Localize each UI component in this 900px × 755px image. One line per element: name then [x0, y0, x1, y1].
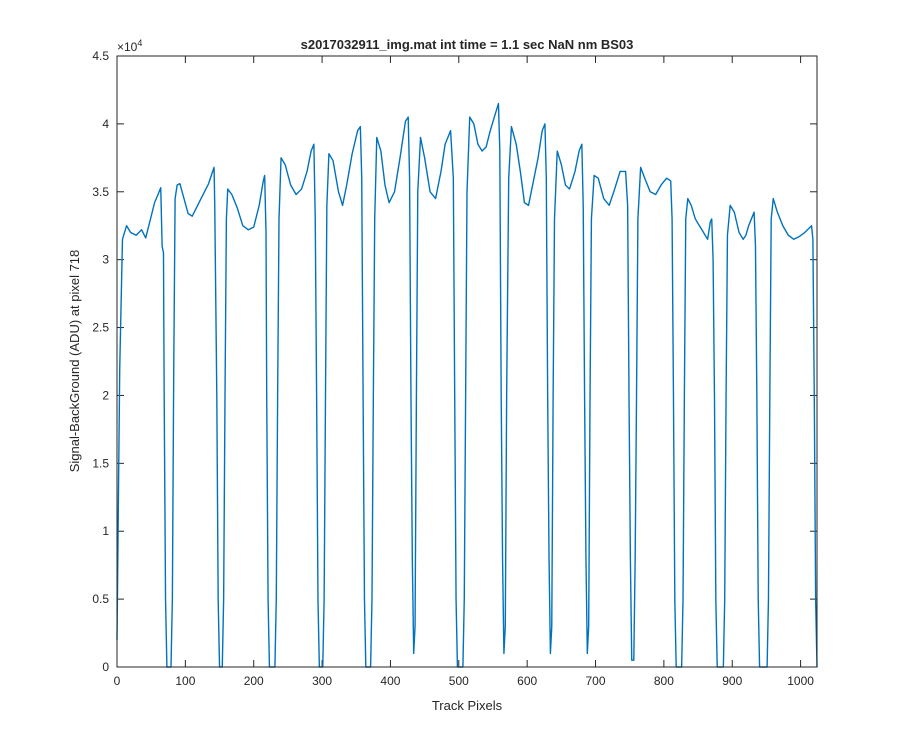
y-tick-label: 2 [102, 388, 109, 402]
y-exponent-base: ×10 [117, 40, 138, 54]
x-tick-label: 500 [449, 674, 469, 688]
x-tick-label: 1000 [787, 674, 814, 688]
x-tick-label: 0 [114, 674, 121, 688]
chart-title: s2017032911_img.mat int time = 1.1 sec N… [301, 37, 634, 52]
x-tick-label: 100 [175, 674, 195, 688]
axis-tick-labels: 0 100 200 300 400 500 600 700 800 900 1000 0 0.5 1 1.5… [92, 49, 814, 688]
x-axis-label: Track Pixels [432, 698, 503, 713]
y-exponent-power: 4 [137, 38, 142, 48]
axes-box [116, 55, 818, 668]
y-tick-label: 2.5 [92, 321, 109, 335]
x-tick-label: 800 [654, 674, 674, 688]
y-tick-label: 3 [102, 253, 109, 267]
series-group [116, 102, 818, 668]
y-exponent-label: ×104 [117, 38, 142, 54]
x-tick-label: 900 [722, 674, 742, 688]
x-tick-label: 400 [380, 674, 400, 688]
y-tick-label: 0 [102, 660, 109, 674]
y-tick-label: 1.5 [92, 456, 109, 470]
x-tick-label: 200 [244, 674, 264, 688]
x-tick-label: 600 [517, 674, 537, 688]
y-tick-label: 0.5 [92, 592, 109, 606]
x-tick-label: 700 [586, 674, 606, 688]
y-axis-label: Signal-BackGround (ADU) at pixel 718 [67, 250, 82, 473]
y-tick-label: 4.5 [92, 49, 109, 63]
plot-area [117, 56, 817, 667]
y-tick-label: 1 [102, 524, 109, 538]
y-tick-label: 4 [102, 117, 109, 131]
series-line [116, 102, 818, 668]
x-tick-label: 300 [312, 674, 332, 688]
y-tick-label: 3.5 [92, 185, 109, 199]
